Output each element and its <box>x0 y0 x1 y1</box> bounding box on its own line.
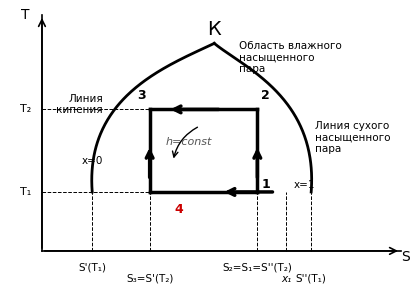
Text: x=0: x=0 <box>81 156 102 166</box>
Text: S''(T₁): S''(T₁) <box>295 274 326 284</box>
Text: T: T <box>21 8 30 22</box>
Text: h=const: h=const <box>166 138 212 147</box>
Text: Область влажного
насыщенного
пара: Область влажного насыщенного пара <box>239 41 341 74</box>
Text: Линия
кипения: Линия кипения <box>56 94 103 116</box>
Text: Линия сухого
насыщенного
пара: Линия сухого насыщенного пара <box>314 121 389 154</box>
Text: S'(T₁): S'(T₁) <box>78 262 106 273</box>
Text: 2: 2 <box>261 89 270 102</box>
Text: 3: 3 <box>137 89 145 102</box>
Text: S₃=S'(T₂): S₃=S'(T₂) <box>126 274 173 284</box>
Text: T₁: T₁ <box>20 187 31 197</box>
Text: T₂: T₂ <box>20 104 31 114</box>
Text: 4: 4 <box>173 203 182 216</box>
Text: К: К <box>207 20 221 39</box>
Text: 1: 1 <box>261 177 270 190</box>
Text: S: S <box>400 250 408 264</box>
Text: S₂=S₁=S''(T₂): S₂=S₁=S''(T₂) <box>222 262 292 273</box>
Text: x=1: x=1 <box>292 180 314 190</box>
Text: x₁: x₁ <box>280 274 290 284</box>
